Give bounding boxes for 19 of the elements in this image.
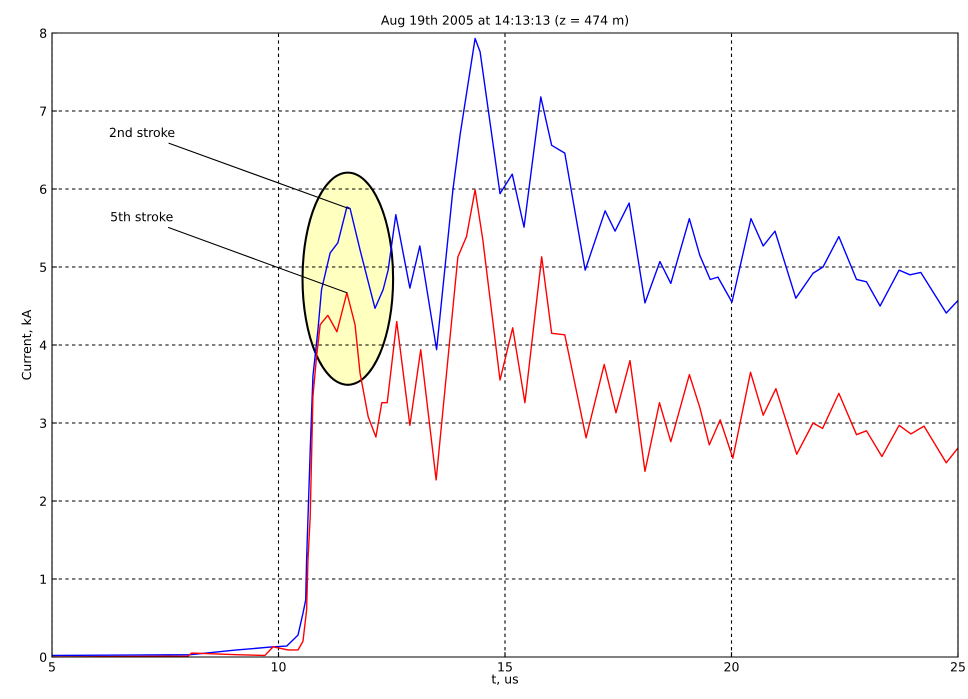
x-tick-label: 10 <box>272 662 286 672</box>
y-tick-label: 7 <box>40 106 46 116</box>
x-tick-label: 15 <box>498 662 512 672</box>
y-tick-label: 3 <box>40 418 46 428</box>
chart-title: Aug 19th 2005 at 14:13:13 (z = 474 m) <box>380 15 628 28</box>
annotation: 5th stroke <box>111 212 173 222</box>
x-tick-label: 20 <box>724 662 739 672</box>
x-tick-label: 5 <box>48 662 55 672</box>
annotation: 2nd stroke <box>110 127 174 138</box>
y-tick-label: 4 <box>40 340 46 350</box>
y-tick-label: 0 <box>40 652 46 662</box>
y-tick-label: 6 <box>40 184 46 194</box>
y-tick-label: 5 <box>40 262 46 272</box>
y-tick-label: 8 <box>40 28 46 38</box>
x-tick-label: 25 <box>950 662 965 672</box>
y-tick-label: 2 <box>40 496 46 506</box>
y-tick-label: 1 <box>40 574 46 584</box>
y-axis-title: Current, kA <box>22 310 32 380</box>
x-axis-title: t, us <box>492 674 518 685</box>
